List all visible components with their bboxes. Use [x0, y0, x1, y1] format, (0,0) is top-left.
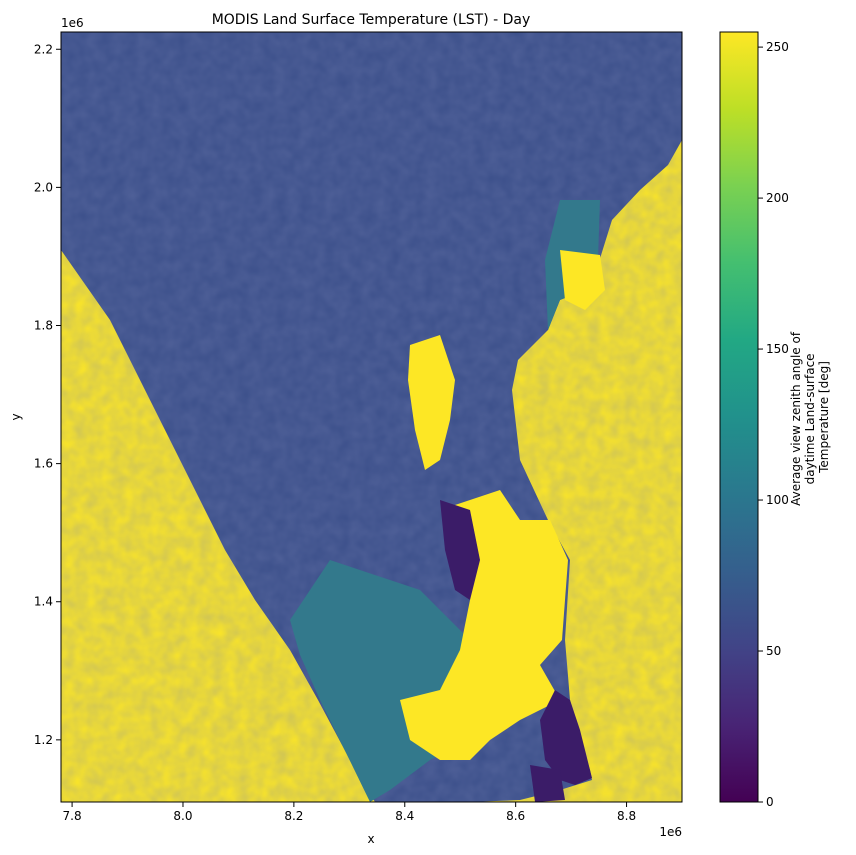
colorbar-label-line: Temperature [deg]	[817, 361, 831, 474]
x-axis-label: x	[367, 832, 374, 846]
heatmap-fill-patch	[560, 250, 605, 310]
y-tick-label: 1.6	[34, 457, 53, 471]
x-tick-label: 8.0	[173, 809, 192, 823]
colorbar-tick-label: 50	[766, 644, 781, 658]
heatmap-low-region	[440, 500, 480, 600]
colorbar-tick-label: 150	[766, 342, 789, 356]
y-tick-label: 2.0	[34, 180, 53, 194]
x-tick-label: 8.8	[617, 809, 636, 823]
colorbar-label-line: daytime Land-surface	[803, 353, 817, 484]
x-tick-label: 8.2	[284, 809, 303, 823]
colorbar-tick-label: 0	[766, 795, 774, 809]
colorbar-label: Average view zenith angle of daytime Lan…	[789, 328, 831, 506]
colorbar-tick-label: 250	[766, 40, 789, 54]
y-tick-label: 1.8	[34, 318, 53, 332]
heatmap-low-region	[540, 690, 592, 785]
x-tick-label: 7.8	[63, 809, 82, 823]
colorbar-tick-label: 100	[766, 493, 789, 507]
y-tick-label: 2.2	[34, 42, 53, 56]
y-axis-ticks: 1.2 1.4 1.6 1.8 2.0 2.2	[34, 42, 61, 747]
x-tick-label: 8.6	[506, 809, 525, 823]
chart-title: MODIS Land Surface Temperature (LST) - D…	[212, 12, 531, 28]
y-tick-label: 1.4	[34, 595, 53, 609]
heatmap-low-region	[530, 765, 565, 802]
y-offset-label: 1e6	[61, 16, 84, 30]
y-tick-label: 1.2	[34, 733, 53, 747]
colorbar-label-line: Average view zenith angle of	[789, 331, 803, 506]
y-axis-label: y	[9, 413, 23, 420]
colorbar-tick-label: 200	[766, 191, 789, 205]
x-tick-label: 8.4	[395, 809, 414, 823]
plot-frame	[60, 31, 683, 803]
colorbar	[719, 31, 759, 803]
x-offset-label: 1e6	[659, 825, 682, 839]
heatmap-fill-patch	[408, 335, 455, 470]
colorbar-ticks: 0 50 100 150 200 250	[758, 40, 789, 809]
heatmap-image	[61, 32, 682, 802]
x-axis-ticks: 7.8 8.0 8.2 8.4 8.6 8.8	[63, 802, 636, 823]
heatmap-fill-patch	[400, 490, 568, 760]
